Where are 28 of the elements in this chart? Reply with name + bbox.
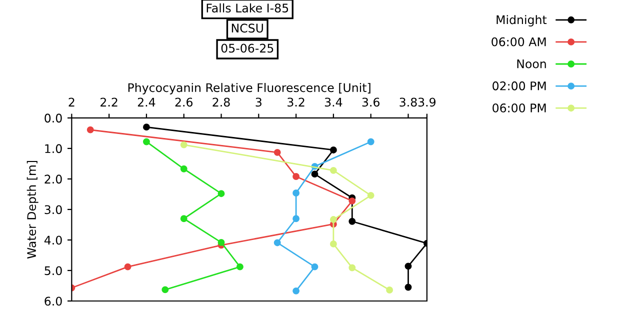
x-tick-label: 2.4 <box>138 98 156 106</box>
legend-label: Noon <box>517 60 546 68</box>
legend-label: 06:00 PM <box>492 103 546 112</box>
chart-title: Falls Lake I-85 <box>206 3 288 12</box>
text: 05-06-25 <box>221 44 274 53</box>
x-tick-label: 2.6 <box>175 98 193 107</box>
y-tick-label: 5.0 <box>44 266 62 276</box>
x-axis-title: Phycocyanin Relative Fluorescence [Unit] <box>128 82 370 94</box>
x-tick-label: 3.8 <box>400 98 417 107</box>
legend-label: 06:00 AM <box>492 37 546 46</box>
y-tick-label: 0.0 <box>44 114 62 123</box>
legend-label: 02:00 PM <box>492 81 546 90</box>
y-axis-title: Water Depth [m] <box>26 160 38 259</box>
y-tick-label: 2.0 <box>44 174 62 184</box>
x-tick-label: 3.2 <box>288 98 304 107</box>
x-tick-label: 3 <box>256 98 262 107</box>
x-tick-label: 3.9 <box>418 98 436 107</box>
chart-subtitle: NCSU <box>232 24 263 33</box>
y-tick-label: 4.0 <box>44 236 62 245</box>
y-tick-label: 1.0 <box>45 144 62 154</box>
x-tick-label: 3.6 <box>362 98 380 107</box>
x-tick-label: 3.4 <box>324 98 342 107</box>
x-tick-label: 2.8 <box>212 98 230 107</box>
x-tick-label: 2 <box>68 98 74 106</box>
x-tick-label: 2.2 <box>100 98 118 106</box>
y-tick-label: 6.0 <box>44 296 62 306</box>
legend-label: Midnight <box>496 15 547 26</box>
y-tick-label: 3.0 <box>44 205 62 214</box>
